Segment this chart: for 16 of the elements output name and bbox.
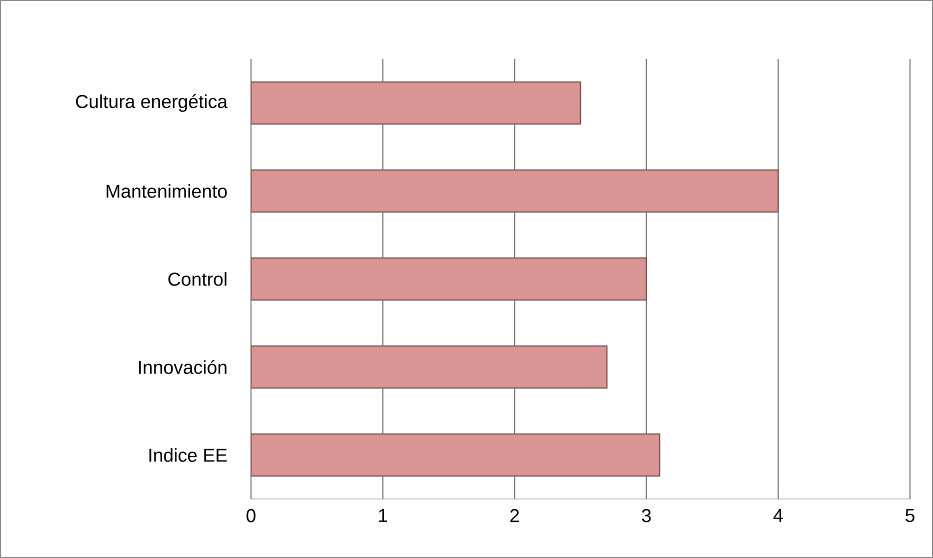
bar [251, 433, 660, 477]
bar [251, 81, 582, 125]
x-tick-label: 3 [642, 509, 651, 522]
x-tick-label: 5 [906, 509, 914, 522]
y-tick-label: Mantenimiento [106, 184, 227, 198]
y-tick-label: Control [168, 272, 226, 286]
y-tick-label: Indice EE [149, 448, 227, 462]
x-tick-label: 2 [510, 509, 519, 522]
y-tick-label: Innovación [139, 360, 226, 374]
x-tick-label: 1 [379, 509, 388, 522]
bar [251, 345, 608, 389]
x-tick-label: 0 [246, 509, 256, 522]
x-tick-label: 4 [773, 509, 783, 522]
bar [251, 169, 779, 213]
y-tick-label: Cultura energética [76, 94, 228, 112]
bar [251, 257, 648, 301]
